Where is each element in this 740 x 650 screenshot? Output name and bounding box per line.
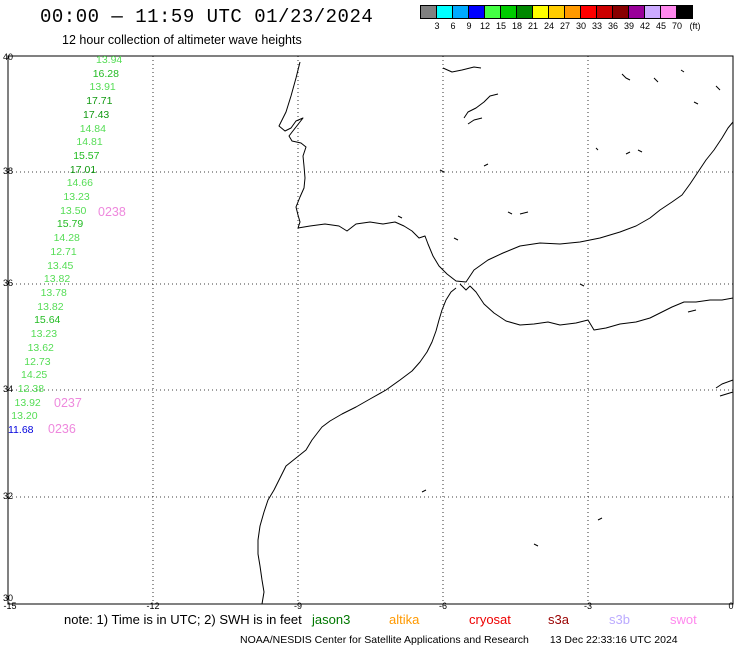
wave-height-label: 13.82 bbox=[43, 273, 71, 286]
lat-label: 40 bbox=[3, 52, 14, 62]
wave-height-label: 13.23 bbox=[30, 328, 58, 341]
legend-tick-label: 24 bbox=[543, 21, 555, 31]
legend-swatch bbox=[468, 5, 485, 19]
lat-label: 36 bbox=[3, 278, 14, 288]
legend-swatch bbox=[548, 5, 565, 19]
wave-height-label: 14.28 bbox=[53, 232, 80, 245]
legend-unit-label: (ft) bbox=[689, 21, 701, 31]
lon-label: -15 bbox=[3, 601, 17, 611]
legend-tick-label: 6 bbox=[450, 21, 456, 31]
color-legend: 3 6 9 12 15 18 21 24 27 30 33 36 39 42 45 70 (ft) bbox=[420, 5, 740, 33]
wave-height-label: 13.23 bbox=[63, 191, 90, 203]
wave-height-label: 13.62 bbox=[27, 341, 54, 354]
legend-swatch bbox=[596, 5, 613, 19]
lon-label: -3 bbox=[583, 601, 593, 611]
wave-height-label: 17.71 bbox=[86, 95, 113, 108]
lon-label: -12 bbox=[146, 601, 160, 611]
wave-height-label: 13.20 bbox=[11, 410, 38, 423]
pass-time-label: 0236 bbox=[48, 422, 76, 436]
wave-height-label: 12.73 bbox=[24, 355, 51, 368]
wave-height-label: 13.45 bbox=[47, 259, 74, 272]
lat-label: 30 bbox=[3, 593, 14, 603]
map-subtitle: 12 hour collection of altimeter wave hei… bbox=[62, 33, 302, 47]
legend-swatch bbox=[484, 5, 501, 19]
satellite-label-s3b: s3b bbox=[609, 612, 630, 627]
lon-label: -6 bbox=[438, 601, 448, 611]
lat-label: 34 bbox=[3, 384, 14, 394]
wave-height-label: 15.57 bbox=[73, 149, 100, 162]
legend-tick-label: 15 bbox=[495, 21, 507, 31]
legend-tick-label: 3 bbox=[434, 21, 440, 31]
footer-timestamp: 13 Dec 22:33:16 UTC 2024 bbox=[549, 634, 678, 646]
legend-tick-label: 36 bbox=[607, 21, 619, 31]
grid-lines bbox=[8, 56, 733, 604]
legend-tick-label: 21 bbox=[527, 21, 539, 31]
wave-height-label: 13.78 bbox=[40, 287, 67, 299]
legend-swatch bbox=[628, 5, 645, 19]
satellite-label-s3a: s3a bbox=[548, 612, 569, 627]
wave-height-label: 13.94 bbox=[96, 54, 123, 66]
legend-ticks: 3 6 9 12 15 18 21 24 27 30 33 36 39 42 45 70 (ft) bbox=[421, 19, 740, 33]
lon-label: -9 bbox=[293, 601, 303, 611]
coastlines bbox=[257, 61, 734, 605]
lon-label: 0 bbox=[728, 601, 734, 611]
footer-credit: NOAA/NESDIS Center for Satellite Applica… bbox=[240, 634, 529, 646]
legend-tick-label: 9 bbox=[466, 21, 472, 31]
legend-swatch bbox=[564, 5, 581, 19]
wave-height-label: 11.68 bbox=[8, 424, 34, 436]
map-footer: NOAA/NESDIS Center for Satellite Applica… bbox=[240, 634, 678, 646]
legend-tick-label: 70 bbox=[671, 21, 683, 31]
wave-height-label: 16.28 bbox=[92, 67, 119, 80]
legend-tick-label: 27 bbox=[559, 21, 571, 31]
legend-tick-label: 18 bbox=[511, 21, 523, 31]
wave-height-label: 13.92 bbox=[14, 396, 41, 409]
wave-height-label: 13.50 bbox=[60, 204, 87, 217]
satellite-label-altika: altika bbox=[389, 612, 420, 627]
wave-height-label: 12.71 bbox=[50, 245, 77, 258]
wave-height-label: 13.82 bbox=[37, 300, 64, 313]
legend-swatch bbox=[452, 5, 469, 19]
legend-swatch bbox=[500, 5, 517, 19]
wave-height-label: 14.66 bbox=[66, 177, 93, 190]
wave-height-label: 13.91 bbox=[89, 81, 116, 94]
lat-label: 38 bbox=[3, 166, 14, 176]
wave-height-label: 17.01 bbox=[69, 163, 97, 176]
map-note: note: 1) Time is in UTC; 2) SWH is in fe… bbox=[64, 612, 302, 627]
legend-swatch bbox=[436, 5, 453, 19]
wave-height-label: 14.81 bbox=[76, 136, 103, 149]
satellite-label-cryosat: cryosat bbox=[469, 612, 511, 627]
legend-swatch bbox=[644, 5, 661, 19]
legend-swatch bbox=[660, 5, 677, 19]
pass-time-label: 0238 bbox=[98, 205, 126, 219]
satellite-label-jason3: jason3 bbox=[312, 612, 351, 627]
wave-height-label: 17.43 bbox=[83, 108, 110, 121]
legend-swatch bbox=[516, 5, 533, 19]
legend-tick-label: 33 bbox=[591, 21, 603, 31]
satellite-label-swot: swot bbox=[670, 612, 697, 627]
wave-height-label: 12.38 bbox=[17, 382, 45, 395]
legend-tick-label: 12 bbox=[479, 21, 491, 31]
legend-tick-label: 42 bbox=[639, 21, 651, 31]
legend-swatch bbox=[676, 5, 693, 19]
legend-swatch bbox=[420, 5, 437, 19]
wave-height-label: 15.79 bbox=[56, 218, 84, 231]
lat-label: 32 bbox=[3, 491, 14, 501]
wave-height-label: 14.25 bbox=[21, 369, 48, 382]
map-frame bbox=[7, 55, 734, 605]
legend-swatch bbox=[612, 5, 629, 19]
legend-swatch bbox=[532, 5, 549, 19]
map-title: 00:00 — 11:59 UTC 01/23/2024 bbox=[40, 6, 374, 28]
pass-time-label: 0237 bbox=[54, 396, 82, 410]
wave-height-label: 15.64 bbox=[34, 314, 61, 327]
wave-height-label: 14.84 bbox=[79, 122, 106, 135]
legend-swatches bbox=[420, 5, 740, 19]
legend-tick-label: 45 bbox=[655, 21, 667, 31]
legend-tick-label: 39 bbox=[623, 21, 635, 31]
legend-tick-label: 30 bbox=[575, 21, 587, 31]
legend-swatch bbox=[580, 5, 597, 19]
